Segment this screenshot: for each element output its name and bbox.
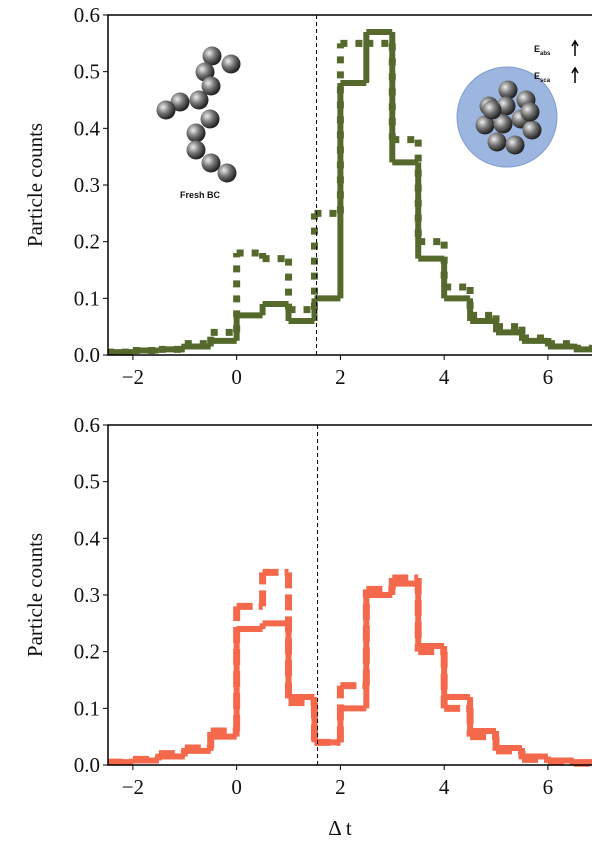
subscript: abs [540, 51, 551, 57]
symbol: E [534, 44, 540, 54]
x-tick-label: 4 [439, 365, 450, 389]
inset-label: Eabs [534, 44, 551, 57]
x-tick-label: 6 [543, 775, 554, 799]
bc-particle [186, 140, 206, 160]
bc-particle [505, 135, 525, 155]
bc-particle [217, 163, 237, 183]
bc-particle [498, 80, 518, 100]
bc-particle [475, 115, 495, 135]
symbol: E [534, 71, 540, 81]
x-tick-label: 2 [335, 365, 346, 389]
subscript: sca [540, 78, 551, 84]
plot-area [108, 29, 592, 356]
bc-particle [201, 76, 221, 96]
x-axis-label: Δ t [328, 816, 352, 840]
y-tick-label: 0.0 [74, 343, 100, 367]
bc-particle [189, 90, 209, 110]
axes-frame [107, 424, 592, 766]
bc-particle [522, 120, 542, 140]
x-tick-label: −2 [122, 775, 144, 799]
y-tick-label: 0.5 [74, 470, 100, 494]
y-axis-label: Particle counts [23, 123, 47, 247]
inset-fresh-bc [156, 46, 241, 183]
y-tick-label: 0.0 [74, 753, 100, 777]
bc-particle [221, 54, 241, 74]
inset-coated-bc [456, 66, 558, 168]
y-tick-label: 0.6 [74, 3, 100, 27]
bc-particle [202, 46, 222, 66]
x-tick-label: 0 [231, 775, 242, 799]
bc-particle [487, 132, 507, 152]
y-tick-label: 0.5 [74, 60, 100, 84]
axes-frame [107, 14, 592, 356]
y-tick-label: 0.4 [74, 526, 101, 550]
arrow [571, 66, 579, 83]
y-tick-label: 0.1 [74, 286, 100, 310]
x-tick-label: 4 [439, 775, 450, 799]
y-tick-label: 0.6 [74, 413, 100, 437]
plot-area [108, 568, 592, 767]
bc-particle [186, 123, 206, 143]
inset-label: Fresh BC [180, 190, 221, 200]
y-tick-label: 0.3 [74, 173, 100, 197]
y-tick-label: 0.1 [74, 696, 100, 720]
bc-particle [493, 114, 513, 134]
x-tick-label: 0 [231, 365, 242, 389]
y-tick-label: 0.4 [74, 116, 101, 140]
y-tick-label: 0.2 [74, 230, 100, 254]
bc-particle [520, 102, 540, 122]
bc-particle [170, 92, 190, 112]
x-tick-label: 6 [543, 365, 554, 389]
y-tick-label: 0.3 [74, 583, 100, 607]
x-tick-label: −2 [122, 365, 144, 389]
y-axis-label: Particle counts [23, 533, 47, 657]
inset-label: Esca [534, 71, 551, 84]
bc-particle [200, 109, 220, 129]
bc-particle [201, 153, 221, 173]
bc-particle [156, 100, 176, 120]
arrow [571, 39, 579, 56]
y-tick-label: 0.2 [74, 640, 100, 664]
bc-particle [482, 100, 502, 120]
x-tick-label: 2 [335, 775, 346, 799]
